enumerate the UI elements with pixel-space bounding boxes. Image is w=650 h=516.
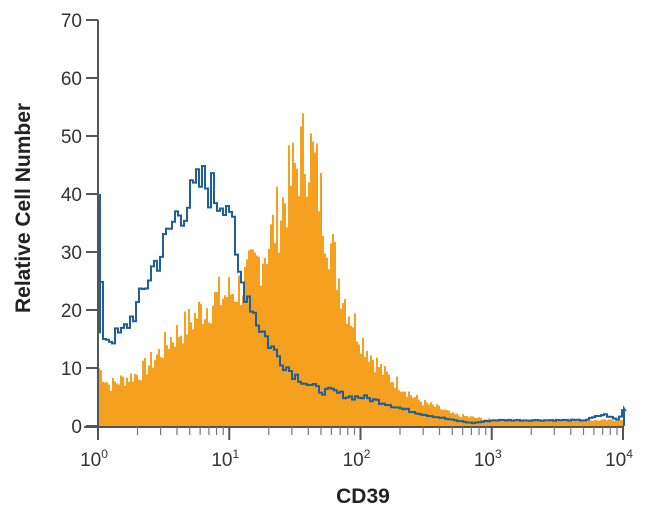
y-tick-label: 40 [61,185,82,206]
x-axis-ticks: 100 101 102 103 104 [80,427,633,471]
y-tick-label: 30 [61,243,82,264]
x-tick-label: 103 [474,447,502,471]
y-axis-ticks: 0 10 20 30 40 50 60 70 [61,11,98,438]
x-axis-title: CD39 [336,485,390,508]
x-tick-label: 104 [605,447,633,471]
y-tick-label: 70 [61,11,82,32]
y-tick-label: 0 [71,417,82,438]
x-tick-label: 101 [211,447,239,471]
y-tick-label: 50 [61,127,82,148]
y-axis: 0 10 20 30 40 50 60 70 [61,11,99,438]
isotype-histogram-outline [99,164,627,426]
y-tick-label: 20 [61,301,82,322]
x-tick-label: 100 [80,447,108,471]
stained-histogram-area [98,113,624,427]
y-axis-title: Relative Cell Number [12,103,35,313]
y-tick-label: 60 [61,69,82,90]
x-tick-label: 102 [343,447,371,471]
plot-area [98,113,627,427]
y-tick-label: 10 [61,359,82,380]
x-axis: 100 101 102 103 104 [80,426,633,471]
